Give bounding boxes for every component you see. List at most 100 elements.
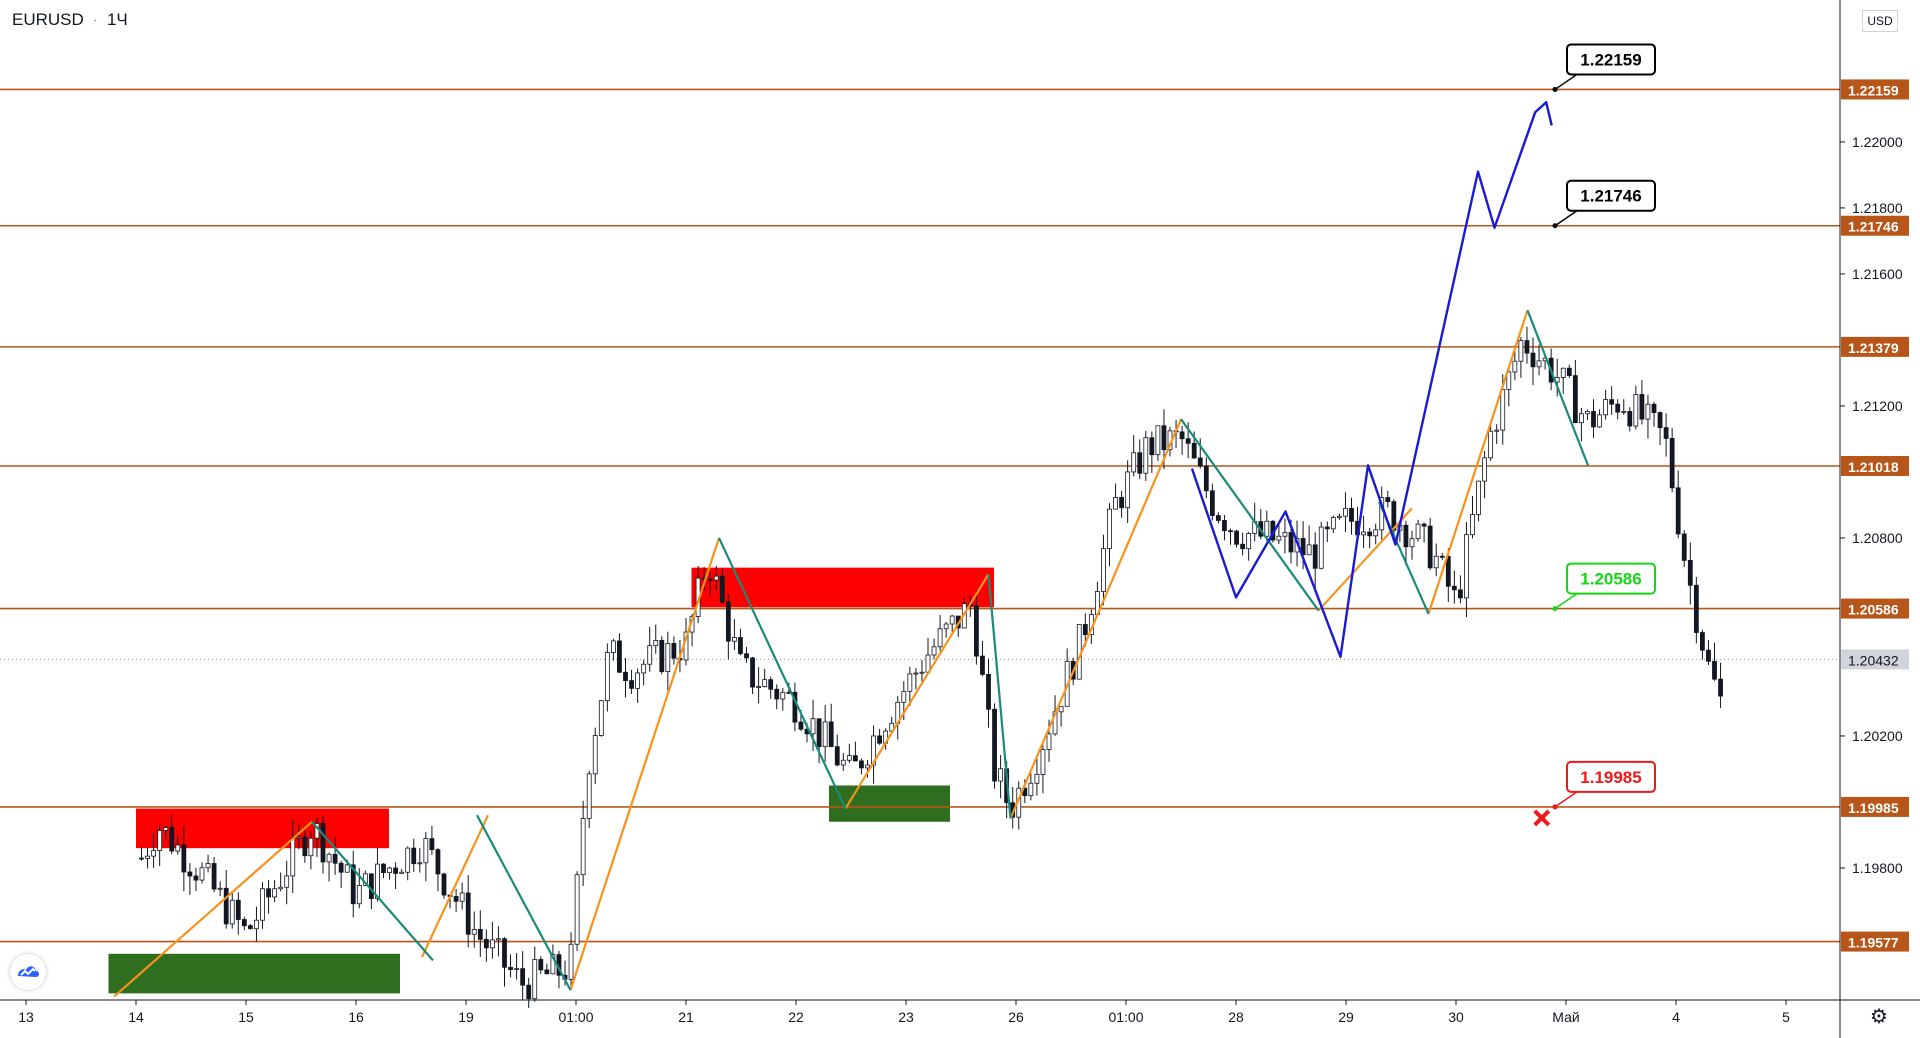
candle-body bbox=[901, 690, 907, 703]
candle-body bbox=[1476, 480, 1481, 515]
candle-body bbox=[1627, 411, 1633, 427]
candle-body bbox=[1572, 375, 1578, 424]
candle-body bbox=[229, 899, 235, 925]
candle-body bbox=[949, 615, 955, 625]
candle-body bbox=[1706, 649, 1711, 662]
candle-body bbox=[477, 929, 483, 940]
candle-body bbox=[1669, 438, 1675, 489]
x-tick-label: 01:00 bbox=[1108, 1009, 1143, 1025]
candle-body bbox=[853, 755, 858, 762]
candle-body bbox=[538, 959, 544, 971]
candle-body bbox=[1482, 457, 1487, 482]
x-tick-label: 16 bbox=[348, 1009, 364, 1025]
projection-path bbox=[1190, 101, 1553, 658]
candle-body bbox=[1330, 517, 1336, 530]
candle-body bbox=[1657, 412, 1663, 429]
candle-body bbox=[471, 929, 477, 935]
stop-label-box bbox=[1566, 760, 1656, 793]
candle-body bbox=[278, 886, 284, 890]
candle-body bbox=[1337, 515, 1342, 518]
x-tick-label: 28 bbox=[1228, 1009, 1244, 1025]
candle-body bbox=[1361, 531, 1366, 536]
currency-badge[interactable]: USD bbox=[1862, 10, 1898, 32]
candle-body bbox=[338, 862, 344, 873]
candle-body bbox=[399, 871, 405, 874]
candle-body bbox=[1318, 526, 1324, 569]
demand-zone bbox=[829, 785, 950, 822]
candle-body bbox=[998, 768, 1003, 782]
candle-body bbox=[671, 643, 677, 659]
candle-body bbox=[1536, 360, 1542, 368]
last-price-tag bbox=[1841, 649, 1909, 670]
candle-body bbox=[1675, 487, 1681, 535]
impulse-wave bbox=[1427, 309, 1529, 615]
candle-body bbox=[1591, 411, 1596, 428]
candle-body bbox=[1234, 530, 1239, 545]
candle-body bbox=[187, 871, 193, 877]
candle-body bbox=[834, 746, 840, 766]
candle-body bbox=[483, 938, 489, 949]
candle-body bbox=[1306, 544, 1312, 556]
symbol-name[interactable]: EURUSD bbox=[12, 10, 84, 29]
candle-body bbox=[1179, 431, 1185, 440]
stop-cross-icon bbox=[1533, 809, 1551, 827]
candle-body bbox=[1500, 389, 1506, 431]
candle-body bbox=[550, 954, 556, 975]
interval-name[interactable]: 1Ч bbox=[106, 10, 128, 29]
candle-body bbox=[725, 601, 731, 642]
candle-body bbox=[1687, 559, 1693, 586]
x-tick-label: 13 bbox=[18, 1009, 34, 1025]
candle-body bbox=[1530, 352, 1536, 368]
candle-body bbox=[647, 645, 653, 665]
x-tick-label: 21 bbox=[678, 1009, 694, 1025]
target-label-pointer bbox=[1554, 73, 1578, 91]
candle-body bbox=[453, 896, 459, 902]
candle-body bbox=[768, 679, 774, 690]
candle-body bbox=[871, 735, 876, 766]
impulse-wave bbox=[113, 820, 313, 998]
candle-body bbox=[846, 755, 852, 761]
symbol-title[interactable]: EURUSD · 1Ч bbox=[12, 10, 128, 30]
y-tick-label: 1.22000 bbox=[1852, 134, 1903, 150]
waves-layer bbox=[113, 101, 1590, 998]
candle-body bbox=[1409, 538, 1415, 548]
candle-body bbox=[1137, 452, 1143, 474]
correction-wave bbox=[1180, 418, 1320, 612]
candle-body bbox=[532, 959, 538, 1000]
settings-gear-icon[interactable]: ⚙ bbox=[1870, 1006, 1888, 1028]
x-tick-label: 4 bbox=[1672, 1009, 1680, 1025]
x-tick-label: 30 bbox=[1448, 1009, 1464, 1025]
candle-body bbox=[163, 827, 169, 831]
y-tick-label: 1.21600 bbox=[1852, 266, 1903, 282]
candle-body bbox=[840, 759, 846, 766]
correction-wave bbox=[718, 537, 847, 810]
candle-body bbox=[1427, 525, 1433, 569]
target-label-anchor bbox=[1552, 223, 1558, 229]
candle-body bbox=[913, 672, 919, 675]
demand-zone bbox=[108, 953, 400, 994]
candle-body bbox=[260, 888, 265, 921]
candle-body bbox=[181, 844, 187, 873]
correction-wave bbox=[987, 574, 1012, 819]
candle-body bbox=[502, 938, 507, 968]
impulse-wave bbox=[844, 573, 990, 810]
candle-body bbox=[859, 760, 864, 769]
candle-body bbox=[296, 836, 302, 839]
candle-body bbox=[302, 836, 308, 857]
candle-body bbox=[937, 628, 943, 648]
candle-body bbox=[175, 844, 181, 852]
x-tick-label: 29 bbox=[1338, 1009, 1354, 1025]
candle-body bbox=[284, 875, 290, 888]
candle-body bbox=[1246, 533, 1252, 550]
candle-body bbox=[617, 640, 622, 673]
candle-body bbox=[719, 575, 725, 603]
candle-body bbox=[653, 640, 659, 647]
level-price-tag bbox=[1841, 456, 1909, 477]
tradingview-logo-icon[interactable] bbox=[10, 954, 46, 990]
candle-body bbox=[1131, 452, 1137, 473]
candle-body bbox=[520, 968, 526, 986]
candle-body bbox=[798, 721, 804, 730]
candle-body bbox=[544, 969, 550, 975]
